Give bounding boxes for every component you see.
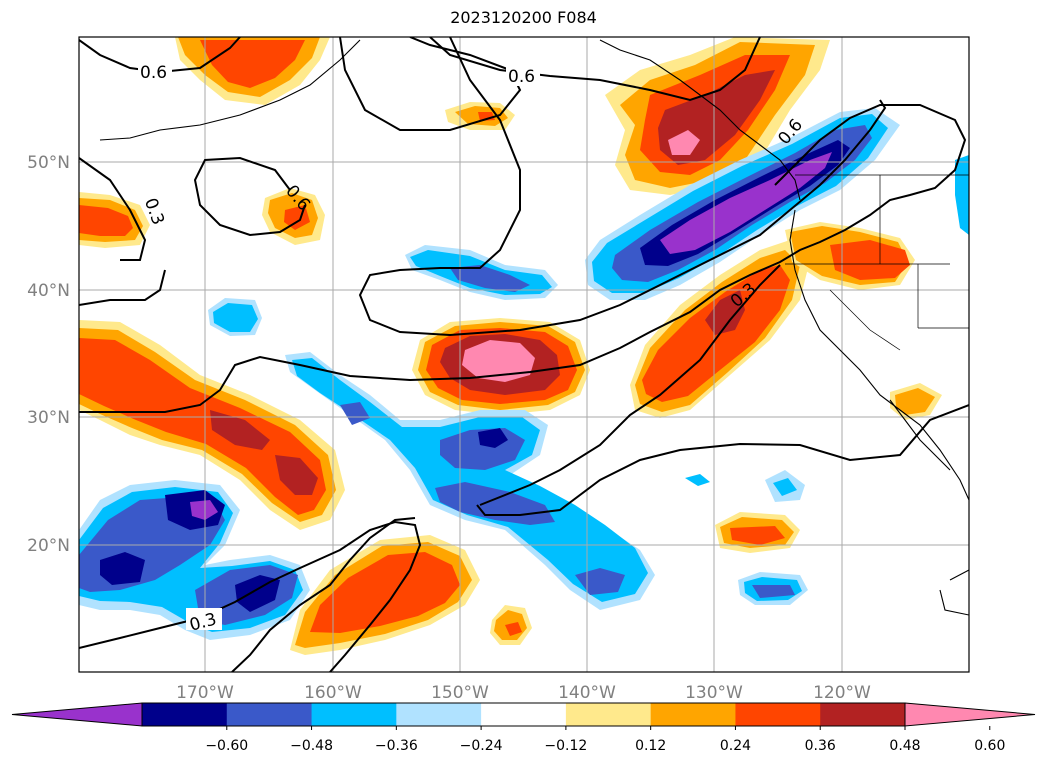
colorbar-cell — [650, 703, 736, 726]
lon-label-150w: 150°W — [431, 683, 489, 703]
colorbar-tick-label: −0.60 — [205, 738, 248, 754]
political-borders — [785, 174, 969, 351]
map-panel: 0.6 0.6 0.6 0.6 0.3 0.3 0.3 — [79, 37, 969, 672]
colorbar-cell — [396, 703, 482, 726]
anomaly-negative-pacific-nw — [585, 108, 900, 300]
lat-label-20n: 20°N — [27, 536, 70, 556]
colorbar-cell — [565, 703, 652, 726]
colorbar-tick-label: 0.60 — [974, 738, 1005, 754]
mean-contours — [79, 37, 969, 672]
anomaly-west-edge-46n — [79, 192, 150, 248]
lat-label-40n: 40°N — [27, 281, 70, 301]
colorbar-tick-label: 0.36 — [805, 738, 836, 754]
anomaly-negative-small-125w-22n — [685, 470, 805, 502]
anomaly-baja-30n — [890, 383, 942, 420]
map-title: 2023120200 F084 — [450, 8, 597, 27]
colorbar-cell — [226, 703, 313, 726]
latitude-labels: 50°N 40°N 30°N 20°N — [27, 153, 70, 556]
colorbar-cell — [735, 703, 821, 726]
anomaly-gulf-alaska — [605, 37, 830, 195]
anomaly-west-33n-band — [79, 320, 345, 530]
colorbar-tick-label: −0.48 — [290, 738, 333, 754]
anomaly-california-40n — [785, 222, 915, 290]
colorbar-cell — [311, 703, 397, 726]
lat-label-50n: 50°N — [27, 153, 70, 173]
anomaly-negative-small-169w-38n — [208, 298, 262, 336]
lon-label-140w: 140°W — [558, 683, 616, 703]
colorbar-extend-min — [11, 702, 143, 727]
colorbar-tick-label: −0.12 — [544, 738, 587, 754]
colorbar-cell — [820, 703, 906, 726]
anomaly-small-146w-14n — [490, 605, 532, 645]
contour-label: 0.6 — [140, 63, 167, 83]
colorbar-tick-label: −0.24 — [460, 738, 503, 754]
gridlines — [79, 37, 969, 672]
colorbar-frame — [141, 702, 906, 727]
anomaly-small-128w-20n — [715, 512, 800, 553]
lat-label-30n: 30°N — [27, 408, 70, 428]
anomaly-negative-small-125w-15n — [738, 572, 808, 605]
anomaly-negative-150w-42n — [405, 245, 558, 300]
colorbar-tick-label: 0.12 — [635, 738, 666, 754]
contour-label: 0.6 — [508, 67, 535, 87]
colorbar-tick-label: −0.36 — [375, 738, 418, 754]
map-frame — [78, 36, 970, 673]
colorbar-cell — [142, 703, 228, 726]
longitude-labels: 170°W 160°W 150°W 140°W 130°W 120°W — [176, 683, 871, 703]
lon-label-160w: 160°W — [304, 683, 362, 703]
lon-label-120w: 120°W — [813, 683, 871, 703]
colorbar-tick-label: 0.24 — [720, 738, 751, 754]
anomaly-north-pacific-top — [175, 37, 330, 105]
lon-label-170w: 170°W — [176, 683, 234, 703]
coastlines — [99, 39, 969, 616]
anomaly-small-150w-55n — [445, 102, 515, 130]
anomaly-south-155w-18n — [290, 535, 480, 655]
colorbar-tick-label: 0.48 — [889, 738, 920, 754]
lon-label-130w: 130°W — [685, 683, 743, 703]
colorbar-extend-max — [904, 702, 1036, 727]
colorbar-cell — [481, 703, 567, 726]
colorbar: −0.60 −0.48 −0.36 −0.24 −0.12 0.12 0.24 0.36 0.4… — [11, 702, 1036, 754]
